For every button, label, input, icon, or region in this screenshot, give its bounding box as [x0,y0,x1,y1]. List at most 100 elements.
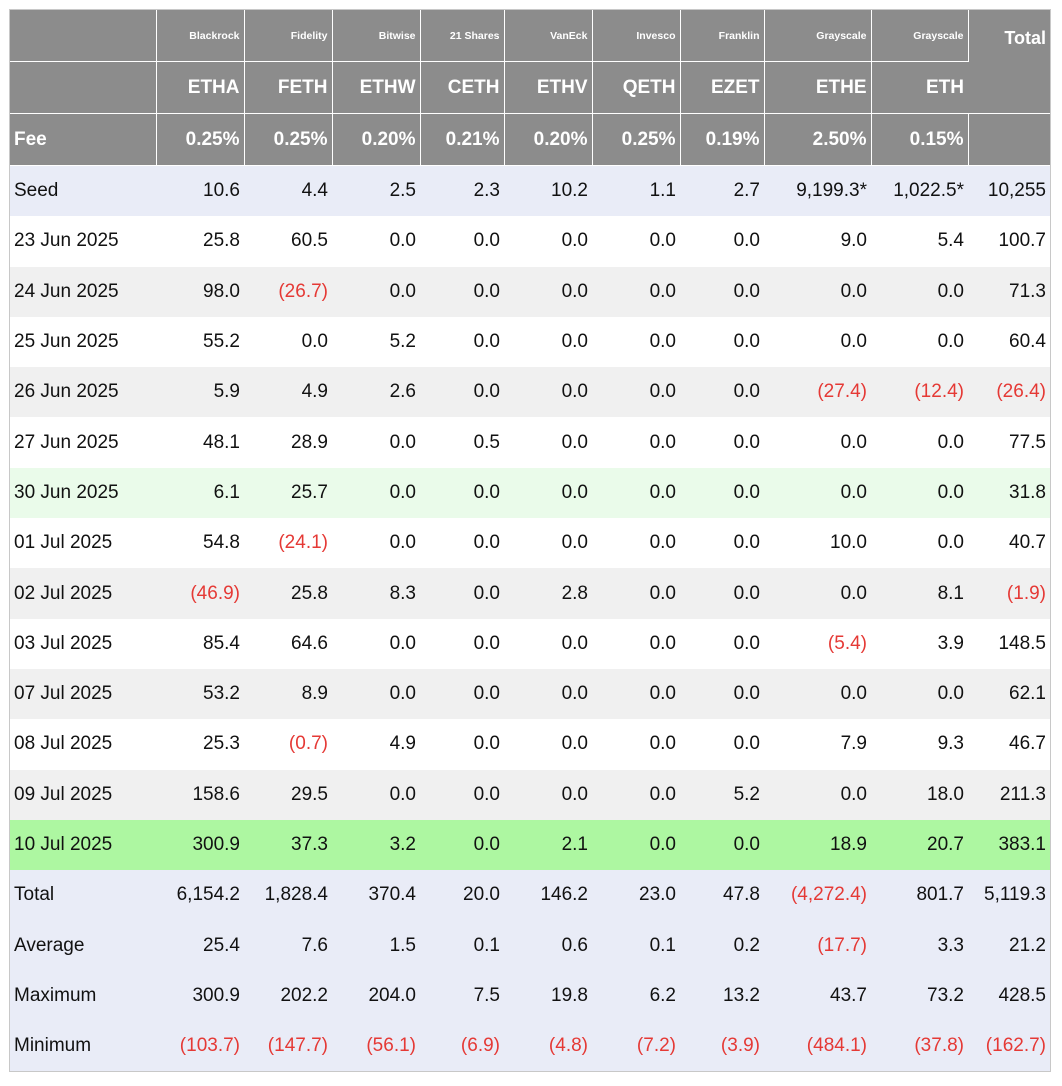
flow-cell: 370.4 [332,870,420,921]
provider-cell: Invesco [592,10,681,62]
flow-cell: 4.9 [244,367,332,418]
seed-row: Seed 10.6 4.4 2.5 2.3 10.2 1.1 2.7 9,199.3* 1,022… [10,165,1050,217]
flow-cell: 0.0 [420,367,504,418]
provider-row: Blackrock Fidelity Bitwise 21 Shares Van… [10,10,1050,114]
flow-cell: 6.2 [592,970,680,1022]
flow-cell: 0.0 [764,266,871,317]
row-total-cell: 71.3 [968,266,1050,317]
flow-cell: 1.1 [592,165,680,217]
row-total-cell: 10,255 [968,165,1050,217]
flow-cell: 0.0 [244,316,332,368]
row-label: Total [10,870,156,921]
flow-cell: (17.7) [764,920,871,971]
flow-cell: 0.0 [504,518,592,569]
ticker-cell: EZET [680,61,765,114]
flow-cell: (103.7) [156,1021,244,1072]
flow-cell: 0.0 [504,417,592,468]
row-label: 25 Jun 2025 [10,316,156,368]
flow-cell: 48.1 [156,417,244,468]
flow-cell: 47.8 [680,870,764,921]
flow-cell: 5.4 [871,216,968,267]
row-total-cell: 148.5 [968,618,1050,669]
flow-cell: 0.0 [504,216,592,267]
flow-cell: 0.0 [680,719,764,770]
flow-cell: (56.1) [332,1021,420,1072]
flow-cell: 10.0 [764,518,871,569]
flow-cell: 3.2 [332,819,420,871]
provider-cell: VanEck [504,10,593,62]
flow-cell: 7.9 [764,719,871,770]
flow-cell: 64.6 [244,618,332,669]
flow-cell: 20.0 [420,870,504,921]
row-total-cell: 60.4 [968,316,1050,368]
fee-cell: 0.25% [244,113,333,166]
flow-cell: 4.4 [244,165,332,217]
flow-cell: 0.0 [332,769,420,820]
flow-cell: 23.0 [592,870,680,921]
flow-cell: 0.0 [420,819,504,871]
flow-cell: 0.0 [592,467,680,519]
table-row: 27 Jun 2025 48.1 28.9 0.0 0.5 0.0 0.0 0.0 0.0 0.0… [10,417,1050,468]
flow-cell: 25.8 [244,568,332,619]
ticker-cell: QETH [592,61,681,114]
flow-cell: 0.0 [592,618,680,669]
flow-cell: 0.0 [592,316,680,368]
ticker-cell: ETHW [332,61,421,114]
table-row: 23 Jun 2025 25.8 60.5 0.0 0.0 0.0 0.0 0.0 9.0 5.4… [10,216,1050,267]
flow-cell: 0.0 [420,316,504,368]
flow-cell: 1,828.4 [244,870,332,921]
flow-cell: 0.0 [504,719,592,770]
flow-cell: 19.8 [504,970,592,1022]
flow-cell: (46.9) [156,568,244,619]
flow-cell: 0.0 [871,518,968,569]
provider-cell: Grayscale [871,10,969,62]
fee-cell: 0.19% [680,113,765,166]
row-label: 10 Jul 2025 [10,819,156,871]
flow-cell: 6.1 [156,467,244,519]
table-row: 07 Jul 2025 53.2 8.9 0.0 0.0 0.0 0.0 0.0 0.0 0.0 6… [10,668,1050,720]
flow-cell: 54.8 [156,518,244,569]
flow-cell: 0.0 [504,367,592,418]
flow-cell: 25.8 [156,216,244,267]
flow-cell: (3.9) [680,1021,764,1072]
flow-cell: 0.5 [420,417,504,468]
table-header: Blackrock Fidelity Bitwise 21 Shares Van… [10,10,1050,166]
provider-cell: Grayscale [764,10,872,62]
flow-cell: 8.1 [871,568,968,619]
flow-cell: 10.2 [504,165,592,217]
table-body: Seed 10.6 4.4 2.5 2.3 10.2 1.1 2.7 9,199.3* 1,022… [10,165,1050,1072]
row-total-cell: 5,119.3 [968,870,1050,921]
flow-cell: 300.9 [156,819,244,871]
summary-row: Average 25.4 7.6 1.5 0.1 0.6 0.1 0.2 (17.7) 3.3 21… [10,920,1050,971]
flow-cell: 146.2 [504,870,592,921]
ticker-cell: ETHV [504,61,593,114]
flow-cell: (24.1) [244,518,332,569]
provider-cell: Fidelity [244,10,333,62]
flow-cell: 0.0 [680,266,764,317]
flow-cell: 1.5 [332,920,420,971]
flow-cell: 13.2 [680,970,764,1022]
fee-row: Fee 0.25% 0.25% 0.20% 0.21% 0.20% 0.25% … [10,113,1050,166]
flow-cell: 0.0 [680,518,764,569]
row-total-cell: 383.1 [968,819,1050,871]
flow-cell: (26.7) [244,266,332,317]
flow-cell: 0.0 [420,668,504,720]
row-label: 08 Jul 2025 [10,719,156,770]
row-total-cell: 77.5 [968,417,1050,468]
flow-cell: 0.0 [680,367,764,418]
flow-cell: 7.6 [244,920,332,971]
flow-cell: 0.0 [680,417,764,468]
flow-cell: 0.0 [592,568,680,619]
flow-cell: 0.1 [592,920,680,971]
row-label: Maximum [10,970,156,1022]
flow-cell: (12.4) [871,367,968,418]
flow-cell: 0.0 [764,769,871,820]
fee-cell: 0.25% [156,113,245,166]
flow-cell: 5.2 [332,316,420,368]
flow-cell: (0.7) [244,719,332,770]
flow-cell: 25.3 [156,719,244,770]
flow-cell: 0.0 [592,819,680,871]
flow-cell: 73.2 [871,970,968,1022]
summary-row: Total 6,154.2 1,828.4 370.4 20.0 146.2 23.0 47.… [10,870,1050,921]
flow-cell: 0.0 [680,618,764,669]
